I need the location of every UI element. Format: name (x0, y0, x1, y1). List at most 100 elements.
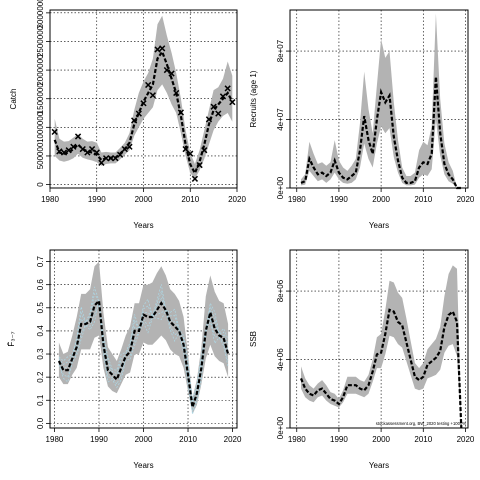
x-tick-label: 1980 (41, 195, 59, 204)
x-tick-label: 2010 (181, 195, 199, 204)
y-tick-label: 0.7 (36, 255, 45, 267)
observed-point (154, 46, 161, 53)
observed-point (112, 155, 119, 162)
plot-frame (289, 9, 469, 189)
observed-point (163, 66, 171, 74)
observed-point (70, 143, 77, 150)
x-tick-label: 2000 (372, 195, 390, 204)
observed-point (84, 149, 91, 156)
observed-point (51, 128, 58, 136)
x-tick-label: 1980 (46, 435, 64, 444)
estimate-line (299, 308, 463, 429)
observed-point (159, 45, 166, 52)
y-tick-label: 8e+07 (276, 39, 285, 62)
x-tick-label: 1980 (288, 195, 306, 204)
observed-point (102, 155, 110, 162)
observed-point (201, 147, 208, 154)
y-axis-label: F̄₃₋₇ (7, 331, 16, 346)
observed-point (205, 116, 213, 123)
x-tick-label: 2000 (372, 435, 390, 444)
confidence-band (301, 13, 462, 189)
y-tick-label: 0.3 (36, 348, 45, 360)
partial-f-line (58, 290, 229, 403)
partial-f-line (58, 284, 229, 400)
observed-point (215, 110, 222, 117)
y-tick-label: 0.4 (36, 325, 45, 337)
observed-point (74, 133, 82, 140)
x-tick-label: 2010 (179, 435, 197, 444)
observed-point (56, 148, 63, 155)
plot-frame (289, 249, 469, 429)
x-axis-label: Years (369, 221, 389, 230)
y-tick-label: 4e+06 (276, 348, 285, 371)
observed-point (168, 70, 175, 77)
observed-point (219, 93, 227, 100)
x-axis-label: Years (133, 221, 153, 230)
observed-point (107, 155, 114, 162)
x-tick-label: 2020 (224, 435, 242, 444)
estimate-line (57, 298, 230, 408)
observed-point (79, 145, 86, 153)
y-tick-label: 0e+00 (276, 176, 285, 199)
y-tick-label: 0.5 (36, 302, 45, 314)
x-tick-label: 2020 (457, 435, 475, 444)
x-axis-label: Years (369, 461, 389, 470)
y-tick-label: 1000000 (36, 111, 45, 143)
y-tick-label: 2500000 (36, 25, 45, 57)
x-tick-label: 1990 (90, 435, 108, 444)
x-tick-label: 2000 (135, 435, 153, 444)
partial-f-line (58, 300, 229, 412)
observed-point (60, 149, 68, 156)
observed-point (173, 89, 180, 97)
x-tick-label: 2020 (228, 195, 246, 204)
catch-panel: 1980 1990 2000 2010 2020 0 5000001000000150000… (9, 0, 246, 230)
observed-point (182, 145, 189, 153)
y-tick-label: 2000000 (36, 54, 45, 86)
recruits-panel: 1980 1990 2000 2010 2020 0e+00 4e+07 8e+07 Years… (249, 9, 475, 230)
observed-point (149, 92, 156, 99)
y-axis-label: Recruits (age 1) (249, 70, 258, 127)
observed-point (88, 145, 96, 153)
x-tick-label: 2010 (414, 435, 432, 444)
estimate-line (300, 76, 462, 190)
x-tick-label: 1980 (288, 435, 306, 444)
observed-point (191, 175, 199, 182)
fbar-panel: 1980 1990 2000 2010 2020 0.0 0.1 0.2 0.3 0.4 0.5 0.… (7, 249, 242, 470)
observed-point (98, 159, 105, 166)
observed-point (65, 147, 72, 154)
observed-point (210, 103, 217, 110)
observed-point (126, 143, 133, 150)
observed-point (131, 117, 138, 124)
confidence-band (58, 261, 229, 415)
observed-point (135, 110, 142, 117)
confidence-band (301, 265, 462, 428)
observed-point (229, 99, 236, 106)
footnote: stockassessment.org, BW_2020 testing +10… (376, 421, 466, 426)
observed-point (116, 151, 124, 158)
y-tick-label: 3000000 (36, 0, 45, 28)
x-tick-label: 1990 (330, 195, 348, 204)
y-tick-label: 1500000 (36, 83, 45, 115)
y-tick-label: 0e+00 (276, 416, 285, 439)
x-axis-label: Years (133, 461, 153, 470)
y-tick-label: 0.1 (36, 394, 45, 406)
x-tick-label: 1990 (88, 195, 106, 204)
observed-point (140, 100, 147, 107)
x-tick-label: 2020 (457, 195, 475, 204)
x-tick-label: 2000 (135, 195, 153, 204)
y-tick-label: 500000 (36, 142, 45, 169)
partial-f-line (58, 300, 229, 415)
y-axis-label: Catch (9, 89, 18, 110)
y-axis-label: SSB (249, 331, 258, 347)
y-tick-label: 4e+07 (276, 108, 285, 131)
observed-point (93, 149, 100, 156)
y-tick-label: 0.6 (36, 279, 45, 291)
observed-point (145, 81, 152, 89)
observed-point (121, 145, 128, 153)
y-tick-label: 0.2 (36, 371, 45, 383)
observed-point (177, 109, 185, 116)
confidence-band (54, 15, 233, 179)
ssb-panel: 1980 1990 2000 2010 2020 0e+00 4e+06 8e+06 Years… (249, 249, 475, 470)
observed-point (224, 85, 231, 92)
